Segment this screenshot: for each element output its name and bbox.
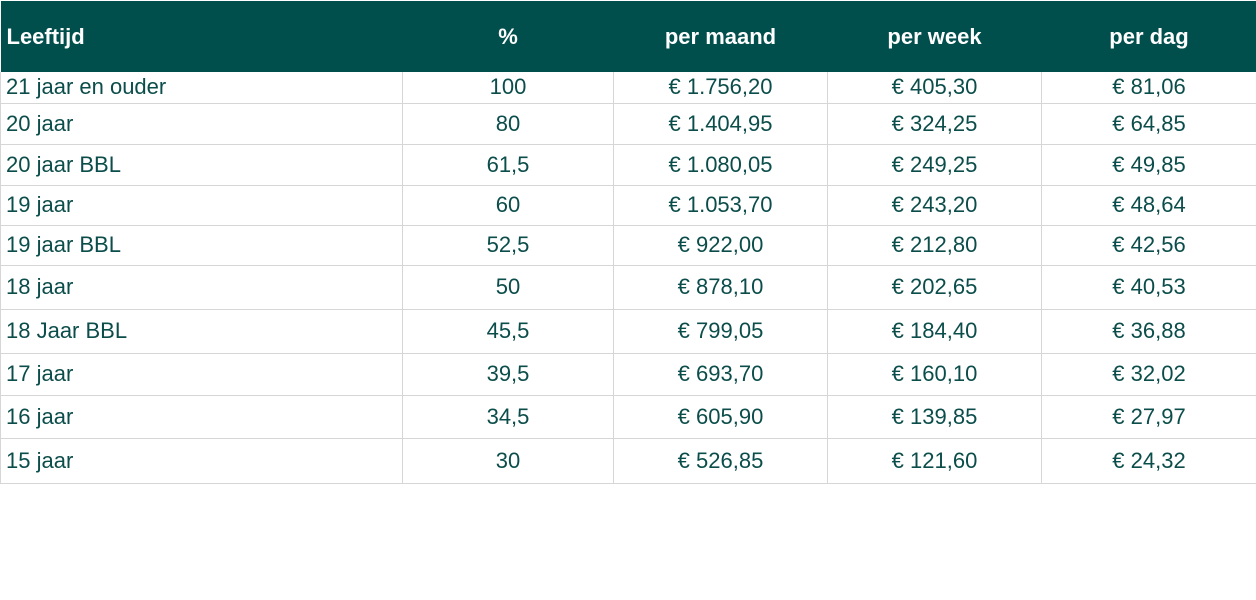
cell-age: 17 jaar [0, 352, 403, 396]
cell-per-week: € 249,25 [827, 143, 1042, 186]
cell-per-month: € 1.080,05 [613, 143, 828, 186]
cell-age: 18 Jaar BBL [0, 308, 403, 354]
cell-per-day: € 36,88 [1041, 308, 1256, 354]
cell-per-month: € 799,05 [613, 308, 828, 354]
cell-per-day: € 24,32 [1041, 437, 1256, 484]
cell-per-week: € 405,30 [827, 72, 1042, 104]
cell-per-day: € 27,97 [1041, 394, 1256, 439]
cell-per-week: € 184,40 [827, 308, 1042, 354]
cell-per-day: € 64,85 [1041, 102, 1256, 145]
table-row: 15 jaar 30 € 526,85 € 121,60 € 24,32 [0, 437, 1256, 484]
cell-percent: 61,5 [402, 143, 614, 186]
header-per-week: per week [827, 1, 1042, 72]
cell-per-month: € 1.053,70 [613, 184, 828, 226]
cell-percent: 39,5 [402, 352, 614, 396]
table-row: 18 Jaar BBL 45,5 € 799,05 € 184,40 € 36,… [0, 308, 1256, 354]
header-percent: % [402, 1, 614, 72]
cell-percent: 30 [402, 437, 614, 484]
table-header-row: Leeftijd % per maand per week per dag [0, 1, 1256, 72]
header-per-day: per dag [1041, 1, 1256, 72]
cell-per-day: € 32,02 [1041, 352, 1256, 396]
cell-age: 20 jaar BBL [0, 143, 403, 186]
cell-per-month: € 922,00 [613, 224, 828, 266]
cell-per-month: € 878,10 [613, 264, 828, 310]
table-row: 17 jaar 39,5 € 693,70 € 160,10 € 32,02 [0, 352, 1256, 396]
header-per-month: per maand [613, 1, 828, 72]
cell-percent: 50 [402, 264, 614, 310]
cell-age: 18 jaar [0, 264, 403, 310]
cell-age: 20 jaar [0, 102, 403, 145]
cell-per-week: € 121,60 [827, 437, 1042, 484]
cell-percent: 80 [402, 102, 614, 145]
cell-per-day: € 42,56 [1041, 224, 1256, 266]
cell-per-month: € 605,90 [613, 394, 828, 439]
cell-per-month: € 693,70 [613, 352, 828, 396]
cell-age: 16 jaar [0, 394, 403, 439]
cell-per-day: € 49,85 [1041, 143, 1256, 186]
cell-per-week: € 243,20 [827, 184, 1042, 226]
table-row: 19 jaar BBL 52,5 € 922,00 € 212,80 € 42,… [0, 224, 1256, 266]
cell-percent: 34,5 [402, 394, 614, 439]
cell-age: 19 jaar BBL [0, 224, 403, 266]
table-row: 20 jaar 80 € 1.404,95 € 324,25 € 64,85 [0, 102, 1256, 145]
header-age: Leeftijd [0, 1, 403, 72]
table-row: 19 jaar 60 € 1.053,70 € 243,20 € 48,64 [0, 184, 1256, 226]
cell-age: 19 jaar [0, 184, 403, 226]
cell-percent: 100 [402, 72, 614, 104]
cell-per-month: € 1.756,20 [613, 72, 828, 104]
table-row: 16 jaar 34,5 € 605,90 € 139,85 € 27,97 [0, 394, 1256, 439]
cell-per-week: € 212,80 [827, 224, 1042, 266]
cell-per-week: € 202,65 [827, 264, 1042, 310]
cell-per-week: € 324,25 [827, 102, 1042, 145]
cell-percent: 60 [402, 184, 614, 226]
cell-percent: 45,5 [402, 308, 614, 354]
table-row: 20 jaar BBL 61,5 € 1.080,05 € 249,25 € 4… [0, 143, 1256, 186]
minimum-wage-table: Leeftijd % per maand per week per dag 21… [0, 1, 1256, 484]
cell-per-month: € 1.404,95 [613, 102, 828, 145]
cell-per-day: € 81,06 [1041, 72, 1256, 104]
cell-percent: 52,5 [402, 224, 614, 266]
cell-per-week: € 139,85 [827, 394, 1042, 439]
cell-per-week: € 160,10 [827, 352, 1042, 396]
cell-age: 21 jaar en ouder [0, 72, 403, 104]
cell-age: 15 jaar [0, 437, 403, 484]
cell-per-day: € 48,64 [1041, 184, 1256, 226]
table-row: 18 jaar 50 € 878,10 € 202,65 € 40,53 [0, 264, 1256, 310]
table-row: 21 jaar en ouder 100 € 1.756,20 € 405,30… [0, 72, 1256, 104]
cell-per-day: € 40,53 [1041, 264, 1256, 310]
cell-per-month: € 526,85 [613, 437, 828, 484]
